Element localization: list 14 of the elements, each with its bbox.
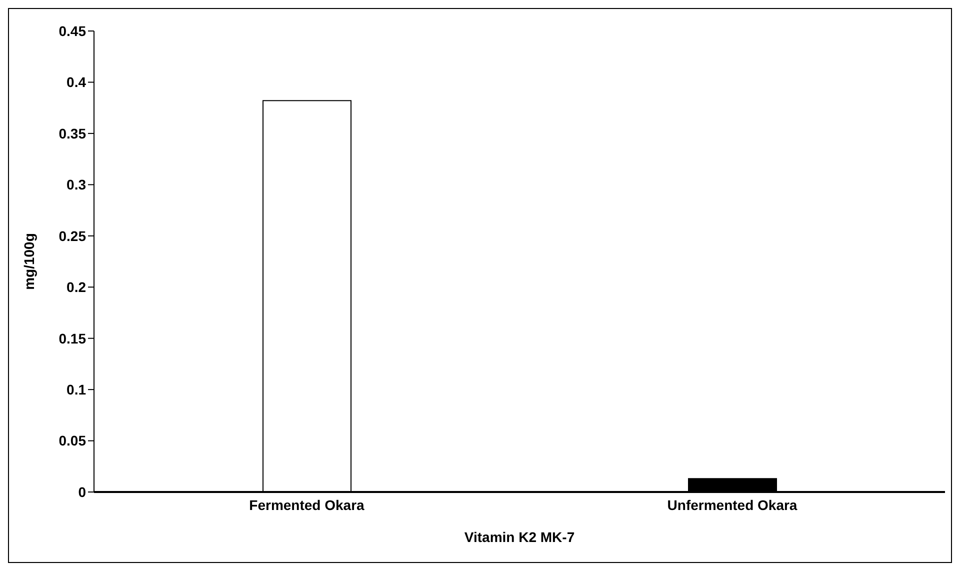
x-tick-label: Unfermented Okara [667, 496, 798, 513]
y-tick-label: 0.05 [58, 432, 86, 449]
y-tick-label: 0.25 [58, 228, 86, 244]
y-tick-label: 0.45 [58, 22, 86, 39]
x-tick-label: Fermented Okara [249, 496, 365, 513]
y-tick-label: 0.15 [58, 330, 86, 346]
y-tick-label: 0.2 [66, 279, 86, 296]
y-tick-label: 0.35 [58, 125, 86, 142]
y-axis-title: mg/100g [20, 233, 37, 290]
y-tick-label: 0.4 [66, 74, 86, 90]
y-tick-label: 0.1 [66, 382, 86, 398]
y-tick-label: 0.3 [66, 176, 86, 193]
x-axis-title: Vitamin K2 MK-7 [464, 529, 575, 545]
y-tick-label: 0 [78, 484, 86, 500]
